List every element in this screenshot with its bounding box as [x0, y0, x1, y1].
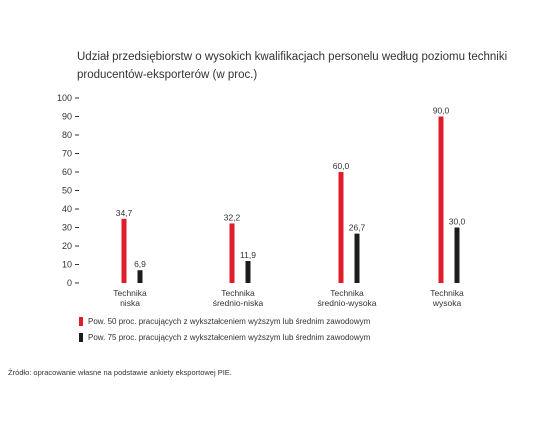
bar [137, 270, 143, 283]
y-tick-label: 80 [62, 130, 72, 140]
y-tick-label: 100 [57, 93, 72, 103]
data-label: 32,2 [224, 212, 241, 222]
y-tick-label: 40 [62, 204, 72, 214]
y-tick-label: 90 [62, 112, 72, 122]
y-tick-label: 30 [62, 223, 72, 233]
bar [245, 260, 251, 283]
source-note: Źródło: opracowanie własne na podstawie … [8, 368, 232, 377]
y-tick-label: 50 [62, 186, 72, 196]
y-axis: 0 10 20 30 40 50 60 70 80 90 100 [57, 93, 79, 288]
category-label-line: Technika [113, 288, 147, 298]
data-label: 34,7 [116, 208, 133, 218]
category-label-line: niska [120, 298, 140, 308]
category-label-line: średnio-niska [213, 298, 264, 308]
bar [354, 233, 360, 283]
bar [438, 116, 444, 283]
legend: Pow. 50 proc. pracujących z wykształceni… [79, 317, 371, 342]
data-label: 60,0 [333, 161, 350, 171]
category-label-line: Technika [430, 288, 464, 298]
category-label-line: wysoka [432, 298, 462, 308]
data-label: 30,0 [449, 217, 466, 227]
legend-swatch [79, 333, 83, 342]
category-label-line: Technika [330, 288, 364, 298]
category-label: Technika średnio-niska [213, 288, 264, 308]
y-tick-label: 20 [62, 241, 72, 251]
data-label: 90,0 [433, 106, 450, 116]
bar [229, 223, 235, 283]
y-tick-label: 0 [67, 278, 72, 288]
bar [121, 218, 127, 283]
category-label: Technika niska [113, 288, 147, 308]
chart-title-line-1: Udział przedsiębiorstw o wysokich kwalif… [77, 51, 507, 63]
y-tick-label: 70 [62, 149, 72, 159]
category-label-line: Technika [221, 288, 255, 298]
y-tick-label: 10 [62, 260, 72, 270]
bars: 34,7 32,2 60,0 90,0 6,9 11,9 26,7 30,0 [116, 106, 466, 283]
data-label: 11,9 [240, 250, 256, 260]
legend-label: Pow. 50 proc. pracujących z wykształceni… [88, 317, 371, 326]
category-label: Technika wysoka [430, 288, 464, 308]
chart-title-line-2: producentów-eksporterów (w proc.) [77, 69, 257, 81]
data-label: 26,7 [349, 223, 366, 233]
data-label: 6,9 [134, 259, 146, 269]
legend-swatch [79, 317, 83, 326]
bar [338, 172, 344, 283]
category-label: Technika średnio-wysoka [317, 288, 376, 308]
bar [454, 227, 460, 283]
legend-label: Pow. 75 proc. pracujących z wykształceni… [88, 333, 371, 342]
y-tick-label: 60 [62, 167, 72, 177]
category-label-line: średnio-wysoka [317, 298, 376, 308]
